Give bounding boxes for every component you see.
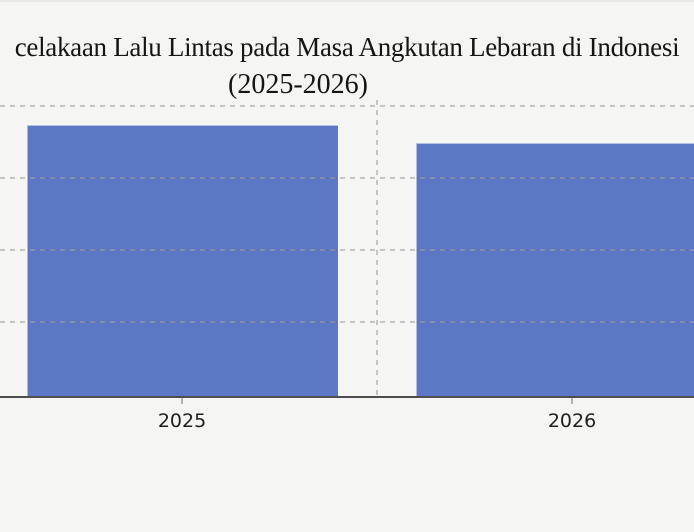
bar-2025 [27,124,338,396]
gridline-horizontal-4 [0,105,694,107]
x-tick-label-2026: 2026 [547,410,597,432]
x-tick-label-2025: 2025 [157,410,207,432]
chart-title-line2: (2025-2026) [228,69,368,100]
x-tick-2026 [571,398,573,404]
gridline-horizontal-3 [0,177,694,179]
top-edge-divider [0,0,694,2]
chart-title-line1: celakaan Lalu Lintas pada Masa Angkutan … [14,32,680,62]
x-tick-2025 [181,398,183,404]
bar-2026 [416,142,694,396]
gridline-horizontal-1 [0,321,694,323]
gridline-vertical-mid [376,100,378,396]
gridline-horizontal-2 [0,249,694,251]
x-axis-line [0,396,694,398]
